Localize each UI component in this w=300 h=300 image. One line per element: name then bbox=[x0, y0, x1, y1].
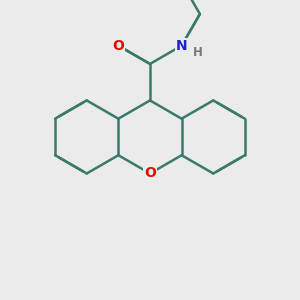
Text: N: N bbox=[176, 39, 188, 53]
Text: H: H bbox=[193, 46, 203, 59]
Text: O: O bbox=[144, 167, 156, 181]
Text: O: O bbox=[112, 39, 124, 53]
